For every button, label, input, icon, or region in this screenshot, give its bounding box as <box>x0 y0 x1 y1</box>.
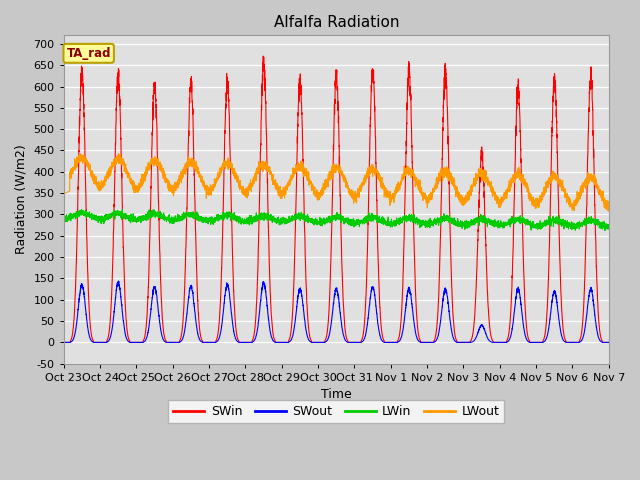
LWin <box>459 222 467 228</box>
SWin <box>158 304 166 310</box>
LWout <box>316 190 324 195</box>
SWout <box>316 339 324 345</box>
SWin <box>490 339 497 345</box>
LWout <box>490 186 497 192</box>
LWin <box>428 219 436 225</box>
LWout <box>459 202 467 207</box>
LWout <box>115 151 122 156</box>
LWin <box>158 216 166 221</box>
SWin <box>605 339 612 345</box>
SWout <box>459 339 467 345</box>
SWout <box>428 339 436 345</box>
LWin <box>605 225 612 231</box>
SWout <box>490 339 497 345</box>
SWout <box>604 339 612 345</box>
Text: TA_rad: TA_rad <box>67 47 111 60</box>
SWin <box>316 339 324 345</box>
LWin <box>118 206 126 212</box>
Y-axis label: Radiation (W/m2): Radiation (W/m2) <box>15 144 28 254</box>
LWout <box>60 191 68 197</box>
LWout <box>158 166 166 172</box>
SWin <box>604 339 612 345</box>
SWin <box>60 339 68 345</box>
Title: Alfalfa Radiation: Alfalfa Radiation <box>273 15 399 30</box>
Line: LWout: LWout <box>64 154 609 211</box>
LWin <box>601 228 609 233</box>
LWin <box>604 226 612 232</box>
Line: LWin: LWin <box>64 209 609 230</box>
Line: SWout: SWout <box>64 281 609 342</box>
X-axis label: Time: Time <box>321 388 351 401</box>
SWout <box>115 278 122 284</box>
LWin <box>60 216 68 221</box>
Legend: SWin, SWout, LWin, LWout: SWin, SWout, LWin, LWout <box>168 400 504 423</box>
Line: SWin: SWin <box>64 56 609 342</box>
LWout <box>604 202 612 207</box>
SWout <box>60 339 68 345</box>
SWin <box>459 339 467 345</box>
SWin <box>259 53 267 59</box>
SWin <box>428 339 436 345</box>
LWout <box>605 208 612 214</box>
LWin <box>490 218 497 224</box>
SWout <box>605 339 612 345</box>
LWin <box>316 215 324 220</box>
LWout <box>428 190 436 196</box>
SWout <box>158 332 166 338</box>
